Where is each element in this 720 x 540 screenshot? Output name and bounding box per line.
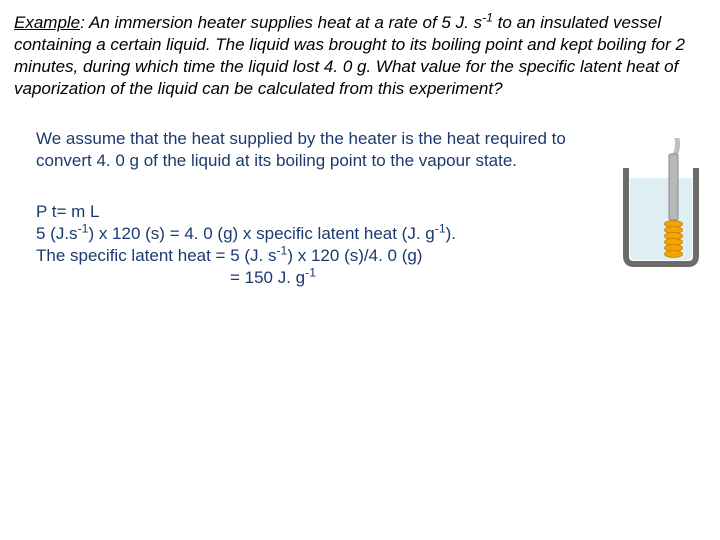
calc-line-1: P t= m L <box>36 201 596 223</box>
calc-line-2: 5 (J.s-1) x 120 (s) = 4. 0 (g) x specifi… <box>36 223 596 245</box>
problem-statement: Example: An immersion heater supplies he… <box>14 12 706 100</box>
immersion-heater-diagram <box>616 138 706 268</box>
example-label: Example <box>14 13 80 32</box>
solution-assumption: We assume that the heat supplied by the … <box>36 128 596 172</box>
heater-rod-front <box>669 154 678 220</box>
solution: We assume that the heat supplied by the … <box>14 128 706 289</box>
cable-icon <box>674 138 678 156</box>
calc-line-4: = 150 J. g-1 <box>36 267 596 289</box>
problem-body: : An immersion heater supplies heat at a… <box>14 13 685 98</box>
calc-line-3: The specific latent heat = 5 (J. s-1) x … <box>36 245 596 267</box>
solution-calculation: P t= m L 5 (J.s-1) x 120 (s) = 4. 0 (g) … <box>36 201 596 289</box>
